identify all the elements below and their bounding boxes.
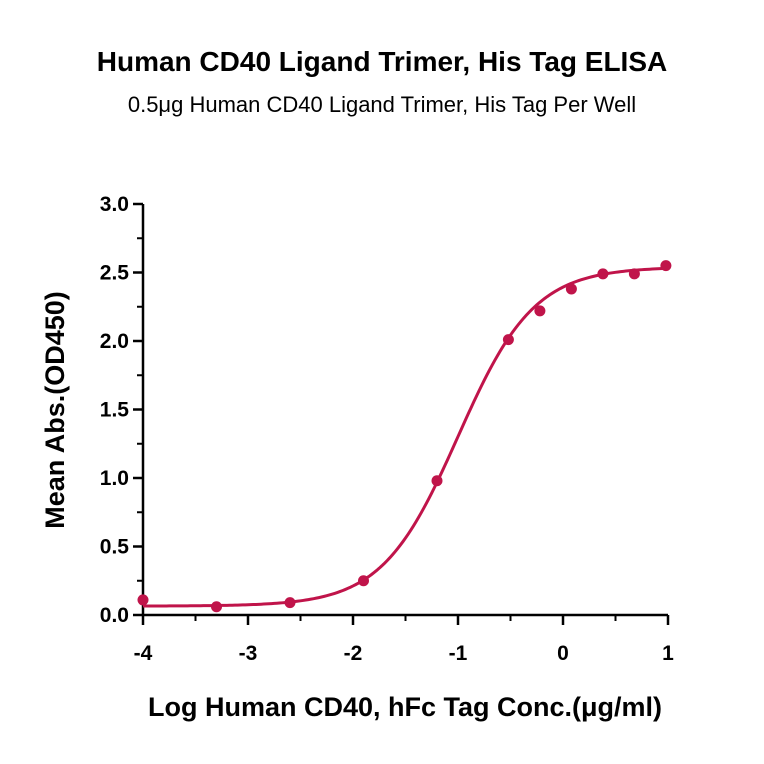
x-tick-label: -2 <box>344 642 363 665</box>
chart-title: Human CD40 Ligand Trimer, His Tag ELISA <box>96 46 668 77</box>
data-point <box>358 575 369 587</box>
data-point <box>565 283 577 295</box>
data-point <box>597 268 609 280</box>
data-point <box>502 334 514 346</box>
fit-curve-layer <box>142 266 669 608</box>
x-tick-label: 0 <box>557 642 569 665</box>
y-tick-label: 1.5 <box>100 399 130 422</box>
data-point <box>284 597 296 609</box>
y-tick-label: 0.5 <box>100 536 130 559</box>
x-axis-label: Log Human CD40, hFc Tag Conc.(μg/ml) <box>148 692 662 722</box>
x-tick-label: 1 <box>662 642 674 665</box>
data-point <box>137 594 149 606</box>
x-tick-label: -4 <box>134 642 153 665</box>
x-tick-label: -3 <box>239 642 258 665</box>
y-tick-label: 0.0 <box>100 604 129 627</box>
y-tick-label: 2.5 <box>100 262 130 285</box>
data-points <box>137 260 672 613</box>
y-tick-label: 3.0 <box>100 193 129 216</box>
fit-curve <box>142 266 669 608</box>
chart-subtitle: 0.5μg Human CD40 Ligand Trimer, His Tag … <box>127 92 637 117</box>
data-point <box>534 305 546 317</box>
y-tick-label: 1.0 <box>100 467 129 490</box>
x-tick-label: -1 <box>449 642 468 665</box>
data-point <box>431 475 443 487</box>
axes: 0.0 0.5 1.0 1.5 2.0 2.5 3.0 -4 -3 -2 -1 0 1 <box>100 193 674 665</box>
data-point <box>628 268 640 280</box>
data-point <box>211 601 222 613</box>
y-tick-label: 2.0 <box>100 330 129 353</box>
data-point <box>660 260 672 272</box>
y-axis-label: Mean Abs.(OD450) <box>40 291 70 529</box>
